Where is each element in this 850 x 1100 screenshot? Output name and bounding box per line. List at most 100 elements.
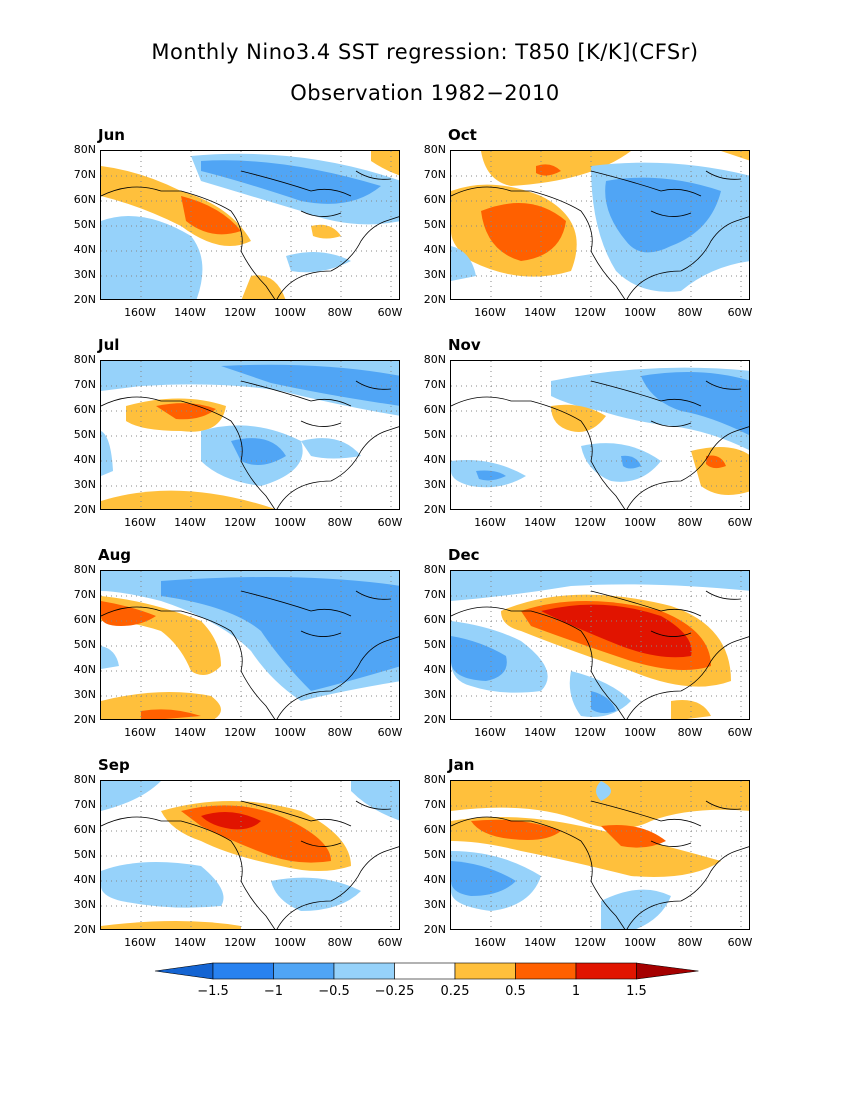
- lon-tick-label: 120W: [224, 306, 256, 319]
- lat-tick-label: 60N: [423, 193, 446, 206]
- lon-tick-label: 120W: [224, 936, 256, 949]
- contour-region: [101, 781, 161, 811]
- colorbar-level-label: −1: [263, 984, 284, 999]
- lon-tick-label: 100W: [274, 936, 306, 949]
- lat-tick-label: 30N: [423, 478, 446, 491]
- contour-region: [201, 160, 381, 204]
- lon-tick-label: 80W: [327, 306, 353, 319]
- lon-tick-label: 100W: [274, 306, 306, 319]
- coastline: [101, 380, 399, 509]
- colorbar-min-arrow: [154, 962, 214, 980]
- lon-tick-label: 60W: [377, 726, 403, 739]
- contour-region: [536, 164, 561, 176]
- colorbar-level-label: −1.5: [197, 984, 229, 999]
- lat-tick-label: 50N: [423, 848, 446, 861]
- panel-title-oct: Oct: [448, 126, 477, 144]
- map-panel-nov: [450, 360, 750, 510]
- lat-tick-label: 20N: [423, 713, 446, 726]
- panel-title-jun: Jun: [98, 126, 125, 144]
- lat-tick-label: 50N: [73, 848, 96, 861]
- contour-field: [101, 361, 399, 509]
- contour-region: [271, 877, 361, 911]
- coastline: [101, 800, 399, 929]
- lon-tick-label: 60W: [727, 306, 753, 319]
- colorbar-segment: [333, 962, 395, 980]
- lat-tick-label: 50N: [73, 428, 96, 441]
- lat-tick-label: 70N: [73, 168, 96, 181]
- contour-region: [591, 691, 616, 714]
- contour-field: [101, 571, 399, 719]
- contour-region: [311, 224, 341, 239]
- contour-region: [101, 692, 221, 719]
- map-panel-jul: [100, 360, 400, 510]
- lat-tick-label: 60N: [423, 403, 446, 416]
- lat-tick-label: 20N: [73, 503, 96, 516]
- contour-region: [721, 151, 749, 161]
- contour-field: [101, 151, 399, 299]
- colorbar-segment: [575, 962, 637, 980]
- colorbar-segment: [212, 962, 274, 980]
- panel-title-jul: Jul: [98, 336, 120, 354]
- lat-tick-label: 20N: [423, 293, 446, 306]
- lat-tick-label: 70N: [423, 798, 446, 811]
- contour-region: [241, 275, 286, 299]
- lon-tick-label: 140W: [524, 516, 556, 529]
- contour-region: [231, 438, 286, 465]
- contour-field: [451, 781, 749, 929]
- contour-region: [101, 862, 224, 908]
- lon-tick-label: 60W: [727, 726, 753, 739]
- coastline: [451, 380, 749, 509]
- colorbar-segment: [454, 962, 516, 980]
- lon-tick-label: 60W: [377, 306, 403, 319]
- lat-tick-label: 60N: [423, 823, 446, 836]
- lat-tick-label: 40N: [423, 453, 446, 466]
- lat-tick-label: 50N: [73, 638, 96, 651]
- lon-tick-label: 140W: [524, 936, 556, 949]
- lat-tick-label: 40N: [73, 663, 96, 676]
- coastline: [451, 590, 749, 719]
- lat-tick-label: 60N: [423, 613, 446, 626]
- lat-tick-label: 50N: [423, 428, 446, 441]
- lat-tick-label: 80N: [423, 563, 446, 576]
- lat-tick-label: 20N: [423, 923, 446, 936]
- colorbar-segment: [273, 962, 335, 980]
- lon-tick-label: 80W: [327, 936, 353, 949]
- colorbar-level-label: −0.25: [374, 984, 415, 999]
- contour-region: [101, 490, 275, 509]
- contour-region: [221, 364, 399, 406]
- lat-tick-label: 70N: [423, 588, 446, 601]
- coastline: [101, 590, 399, 719]
- coastline: [451, 170, 749, 299]
- contour-region: [601, 889, 671, 929]
- lat-tick-label: 40N: [73, 873, 96, 886]
- lat-tick-label: 30N: [73, 898, 96, 911]
- lon-tick-label: 120W: [574, 516, 606, 529]
- contour-region: [581, 443, 661, 482]
- lon-tick-label: 80W: [677, 936, 703, 949]
- lon-tick-label: 80W: [327, 516, 353, 529]
- lat-tick-label: 30N: [423, 688, 446, 701]
- lat-tick-label: 40N: [423, 243, 446, 256]
- map-panel-jun: [100, 150, 400, 300]
- lon-tick-label: 100W: [624, 726, 656, 739]
- lon-tick-label: 160W: [124, 306, 156, 319]
- colorbar-segment: [394, 962, 456, 980]
- contour-region: [181, 196, 241, 235]
- lon-tick-label: 140W: [174, 936, 206, 949]
- lon-tick-label: 120W: [574, 726, 606, 739]
- lat-tick-label: 80N: [73, 773, 96, 786]
- lat-tick-label: 40N: [423, 663, 446, 676]
- contour-region: [471, 819, 561, 840]
- lon-tick-label: 160W: [474, 726, 506, 739]
- lat-tick-label: 80N: [423, 353, 446, 366]
- lat-tick-label: 70N: [423, 378, 446, 391]
- contour-region: [101, 216, 203, 299]
- contour-region: [371, 151, 399, 176]
- lat-tick-label: 50N: [73, 218, 96, 231]
- lat-tick-label: 60N: [73, 403, 96, 416]
- lat-tick-label: 20N: [73, 923, 96, 936]
- lat-tick-label: 60N: [73, 613, 96, 626]
- lon-tick-label: 160W: [474, 306, 506, 319]
- contour-region: [286, 252, 351, 273]
- colorbar-level-label: −0.5: [318, 984, 350, 999]
